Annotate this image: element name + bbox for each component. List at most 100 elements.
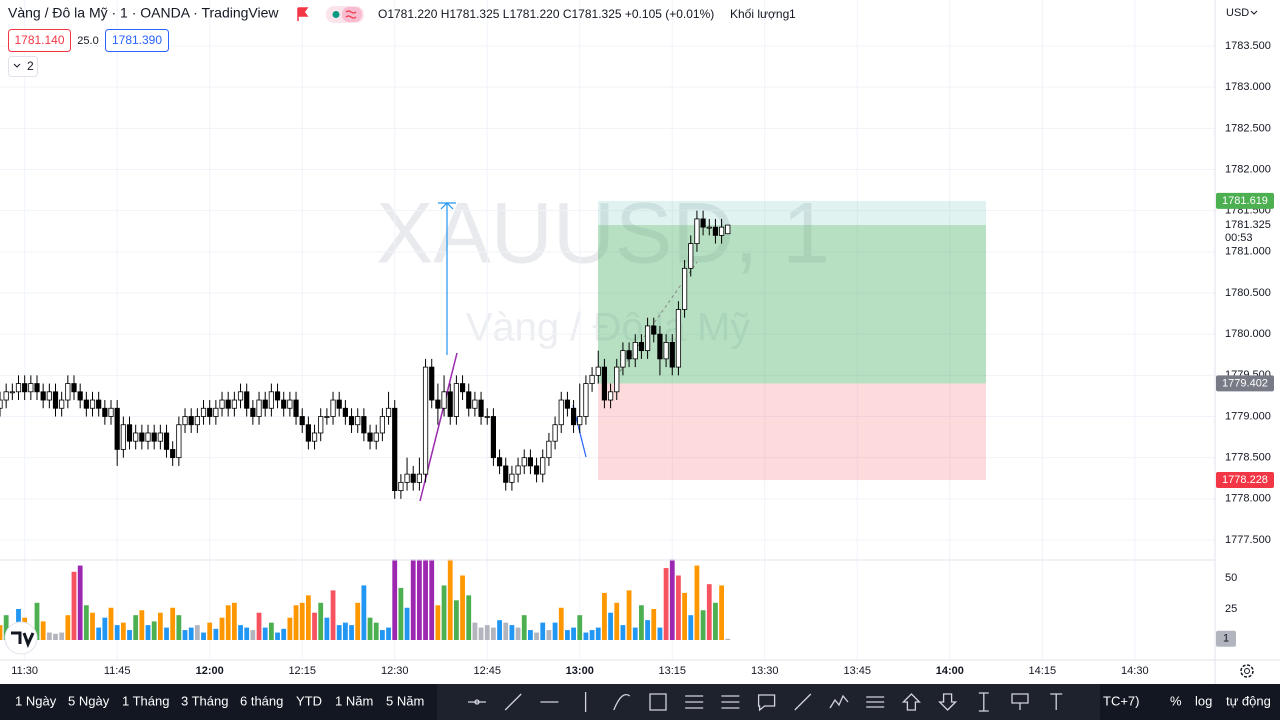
candle-body [583,383,589,417]
candle-body [429,366,435,401]
last-price: 1781.325 [1225,219,1271,231]
volume-bar [410,559,416,640]
volume-bar [645,620,650,640]
candle-body [114,407,120,450]
auto-toggle[interactable]: tự động [1226,693,1271,708]
tool-icon[interactable] [468,699,486,705]
candle-body [139,432,145,442]
volume-bar [102,617,108,640]
indicator-count[interactable]: 2 [27,59,34,73]
volume-bar [423,559,428,640]
volume-bar [484,625,490,640]
candle-body [540,457,546,475]
volume-bar [694,565,700,640]
candle-body [607,391,614,401]
tool-icon[interactable] [978,692,989,712]
percent-toggle[interactable]: % [1170,693,1182,708]
volume-bar [608,612,613,640]
candle-body [663,342,669,360]
market-open-dot [332,11,340,18]
price-tick-label: 1780.000 [1225,328,1271,340]
tool-icon[interactable] [757,694,776,712]
tool-icon[interactable] [829,694,849,709]
range-button[interactable]: 1 Năm [335,693,373,708]
tool-icon[interactable] [685,695,704,709]
tool-icon[interactable] [504,693,522,711]
volume-bar [3,615,9,640]
candle-body [521,457,527,467]
candle-body [89,399,96,409]
range-button[interactable]: 3 Tháng [181,693,228,708]
volume-bar [528,630,533,640]
candle-body [669,342,675,368]
tool-icon[interactable] [866,696,885,708]
volume-bar [0,625,3,640]
range-button[interactable]: 5 Năm [386,693,424,708]
volume-bar [571,627,576,640]
candle-body [614,366,620,393]
range-button[interactable]: YTD [296,693,322,708]
log-toggle[interactable]: log [1195,693,1212,708]
symbol-title[interactable]: Vàng / Đô la Mỹ · 1 · OANDA · TradingVie… [8,5,279,21]
time-tick-label: 14:00 [936,665,964,677]
time-tick-label: 13:15 [658,665,686,677]
volume-tick-label: 50 [1225,572,1237,584]
candle-body [268,391,274,409]
candle-body [250,407,256,417]
sell-button[interactable] [8,29,71,52]
candle-body [9,391,15,394]
indicators-toggle[interactable] [8,56,38,77]
candle-body [188,416,194,426]
candle-body [348,416,355,426]
tool-icon[interactable] [938,693,958,711]
volume-label: Khối lượng [730,7,789,21]
tool-icon[interactable] [721,695,740,709]
volume-bar [472,622,478,640]
volume-bar [318,602,324,640]
candle-body [422,366,429,475]
volume-bar [225,605,231,640]
candle-body [651,325,657,335]
candle-body [644,325,651,352]
settings-icon[interactable] [1240,664,1254,678]
candle-body [96,399,102,409]
flag-icon[interactable] [297,7,309,21]
candle-body [126,424,133,442]
candle-body [570,407,577,426]
tool-icon[interactable] [901,693,921,711]
volume-bar [706,584,712,640]
candle-body [564,399,571,409]
candle-body [435,399,441,409]
price-tick-label: 1781.000 [1225,246,1271,258]
candle-body [601,366,608,401]
volume-bar [244,627,250,640]
time-tick-label: 14:15 [1029,665,1057,677]
stop-price-bg [1216,472,1274,489]
tool-icon[interactable] [794,693,812,711]
tool-icon[interactable] [613,693,631,711]
candle-body [133,432,139,442]
sell-price[interactable]: 1781.140 [14,33,64,47]
volume-bar [34,602,40,640]
candle-body [503,465,509,483]
volume-bar [145,625,151,640]
volume-bar [127,630,132,640]
tool-icon[interactable] [1011,693,1029,710]
candle-body [225,399,231,409]
range-button[interactable]: 1 Ngày [15,693,57,708]
volume-bar [330,590,336,640]
buy-price[interactable]: 1781.390 [112,33,162,47]
profit-zone [598,200,986,384]
tool-icon[interactable] [1050,693,1063,710]
range-button[interactable]: 5 Ngày [68,693,110,708]
range-button[interactable]: 1 Tháng [122,693,169,708]
candle-body [712,226,719,236]
candle-body [373,432,379,442]
timezone[interactable]: TC+7) [1103,693,1139,708]
buy-button[interactable] [105,29,169,52]
currency[interactable]: USD [1226,7,1249,19]
tool-icon[interactable] [649,693,667,711]
candle-body [404,473,410,483]
range-button[interactable]: 6 tháng [240,693,283,708]
